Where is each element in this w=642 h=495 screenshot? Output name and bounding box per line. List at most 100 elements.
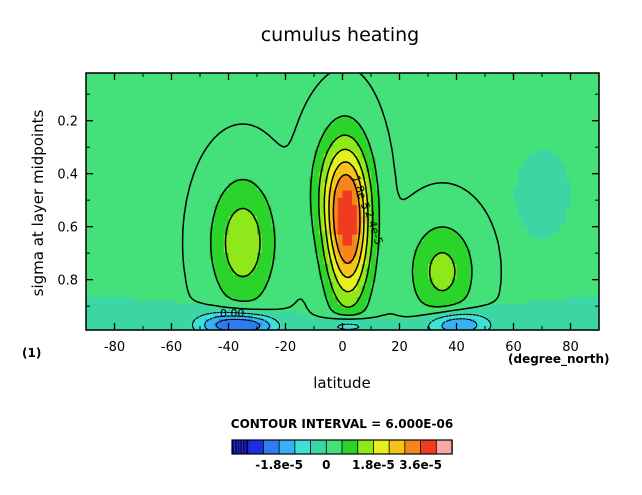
field-cell xyxy=(90,139,97,144)
field-cell xyxy=(584,168,591,173)
field-cell xyxy=(185,120,192,125)
field-cell xyxy=(209,113,215,118)
field-cell xyxy=(504,102,510,107)
field-cell xyxy=(432,95,439,100)
field-cell xyxy=(318,87,325,92)
field-cell xyxy=(513,212,519,217)
field-cell xyxy=(499,135,505,140)
field-cell xyxy=(223,106,230,111)
field-cell xyxy=(442,161,448,166)
field-cell xyxy=(147,95,154,100)
field-cell xyxy=(461,208,467,214)
field-cell xyxy=(185,80,192,85)
field-cell xyxy=(261,190,268,195)
field-cell xyxy=(228,208,234,214)
field-cell xyxy=(195,186,201,192)
field-cell xyxy=(171,73,177,78)
field-cell xyxy=(494,223,500,228)
field-cell xyxy=(570,212,576,217)
field-cell xyxy=(423,197,429,203)
field-cell xyxy=(399,238,405,243)
field-cell xyxy=(584,186,591,192)
field-cell xyxy=(342,73,348,78)
field-cell xyxy=(584,223,591,228)
field-cell xyxy=(442,179,448,184)
field-cell xyxy=(565,87,572,92)
field-cell xyxy=(504,87,510,92)
field-cell xyxy=(138,153,144,159)
field-cell xyxy=(466,84,472,89)
field-cell xyxy=(133,98,139,103)
field-cell xyxy=(466,179,472,184)
field-cell xyxy=(109,190,116,195)
field-cell xyxy=(204,106,211,111)
field-cell xyxy=(219,197,225,203)
field-cell xyxy=(105,201,111,206)
field-cell xyxy=(470,168,477,173)
field-cell xyxy=(494,87,500,92)
field-cell xyxy=(223,135,230,140)
field-cell xyxy=(304,234,310,239)
field-cell xyxy=(494,172,500,177)
field-cell xyxy=(171,80,177,85)
field-cell xyxy=(580,87,586,92)
field-cell xyxy=(437,73,443,78)
field-cell xyxy=(214,216,220,221)
field-cell xyxy=(290,135,296,140)
field-cell xyxy=(394,201,401,206)
field-cell xyxy=(461,120,467,125)
field-cell xyxy=(584,201,591,206)
field-cell xyxy=(195,175,201,181)
field-cell xyxy=(394,219,401,225)
field-cell xyxy=(404,102,410,107)
field-cell xyxy=(90,212,97,217)
field-cell xyxy=(219,135,225,140)
field-cell xyxy=(394,84,401,89)
field-cell xyxy=(143,109,149,114)
field-cell xyxy=(489,219,496,225)
field-cell xyxy=(485,157,491,162)
field-cell xyxy=(480,109,486,114)
field-cell xyxy=(447,113,453,118)
field-cell xyxy=(285,117,291,122)
field-cell xyxy=(238,234,244,239)
field-cell xyxy=(209,135,215,140)
field-cell xyxy=(114,241,120,247)
field-cell xyxy=(447,172,453,177)
field-cell xyxy=(233,80,239,85)
field-cell xyxy=(280,161,287,166)
field-cell xyxy=(328,172,334,177)
field-cell xyxy=(461,131,467,137)
field-cell xyxy=(147,183,154,188)
field-cell xyxy=(385,212,391,217)
field-cell xyxy=(128,208,135,214)
field-cell xyxy=(195,95,201,100)
field-cell xyxy=(390,161,396,166)
field-cell xyxy=(575,135,581,140)
field-cell xyxy=(366,146,372,151)
field-cell xyxy=(423,146,429,151)
field-cell xyxy=(580,194,586,199)
field-cell xyxy=(204,117,211,122)
field-cell xyxy=(219,142,225,148)
field-cell xyxy=(242,80,249,85)
field-cell xyxy=(228,197,234,203)
field-cell xyxy=(508,146,515,151)
field-cell xyxy=(133,87,139,92)
field-cell xyxy=(176,179,182,184)
field-cell xyxy=(580,95,586,100)
field-cell xyxy=(375,146,382,151)
field-cell xyxy=(570,128,576,133)
field-cell xyxy=(195,234,201,239)
field-cell xyxy=(100,109,106,114)
field-cell xyxy=(551,190,557,195)
field-cell xyxy=(333,113,339,118)
field-cell xyxy=(504,201,510,206)
field-cell xyxy=(513,139,519,144)
field-cell xyxy=(204,80,211,85)
field-cell xyxy=(418,76,424,81)
field-cell xyxy=(418,161,424,166)
field-cell xyxy=(494,135,500,140)
field-cell xyxy=(214,219,220,225)
field-cell xyxy=(195,223,201,228)
